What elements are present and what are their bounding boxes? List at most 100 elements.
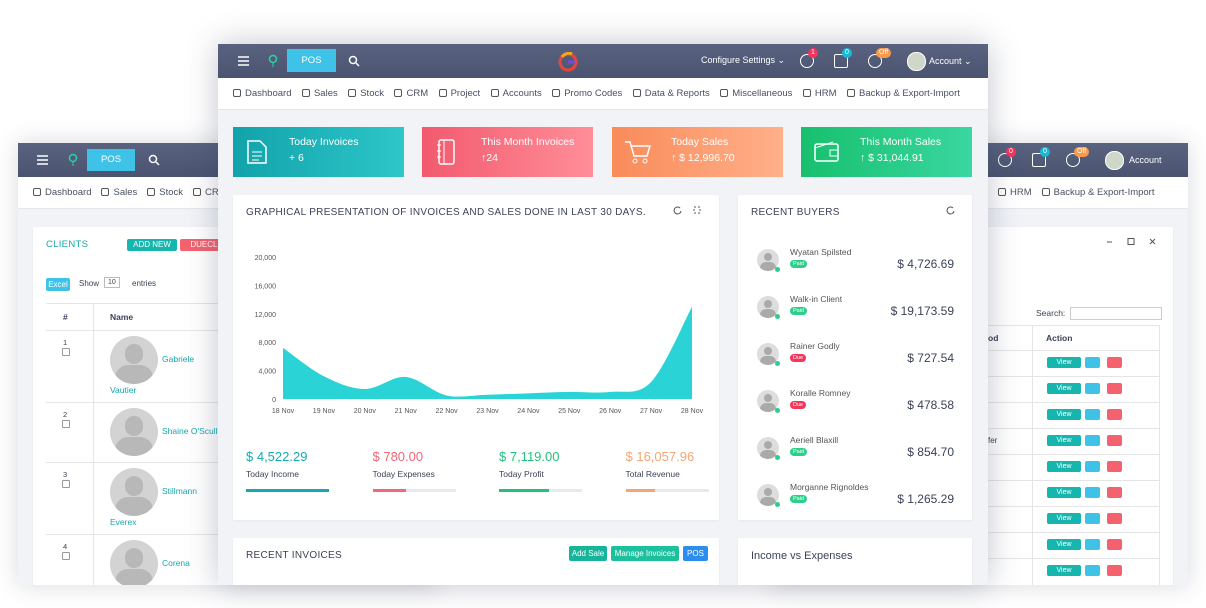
account-menu[interactable]: Account [1129,155,1162,165]
delete-button[interactable] [1107,409,1122,420]
nav-item[interactable]: Data & Reports [632,88,710,99]
search-input[interactable] [1070,307,1162,320]
delete-button[interactable] [1107,383,1122,394]
print-button[interactable] [1085,539,1100,550]
nav-item[interactable]: Stock [348,88,384,99]
view-button[interactable]: View [1047,383,1081,394]
nav-label[interactable]: Data & Reports [644,88,710,99]
nav-icon [233,89,241,97]
print-button[interactable] [1085,513,1100,524]
print-button[interactable] [1085,565,1100,576]
print-button[interactable] [1085,357,1100,368]
panel-button[interactable]: DUECLI [180,239,230,251]
excel-button[interactable]: Excel [46,278,70,291]
row-checkbox[interactable] [62,552,70,560]
delete-button[interactable] [1107,513,1122,524]
nav-label[interactable]: Backup & Export-Import [859,88,960,99]
clock-icon[interactable] [1066,153,1080,167]
nav-label[interactable]: Promo Codes [564,88,623,99]
panel-controls[interactable] [1105,237,1160,247]
delete-button[interactable] [1107,539,1122,550]
invoice-button[interactable]: Add Sale [569,546,607,561]
configure-label[interactable]: Configure Settings [701,55,776,65]
avatar[interactable] [907,52,926,71]
location-icon[interactable] [68,153,78,167]
delete-button[interactable] [1107,435,1122,446]
bell-icon[interactable] [800,54,814,68]
nav-label[interactable]: HRM [1010,187,1032,198]
nav-item[interactable]: Miscellaneous [720,88,792,99]
nav-label[interactable]: Dashboard [45,187,92,198]
pos-button[interactable]: POS [287,49,336,72]
nav-label[interactable]: Project [450,88,481,99]
row-checkbox[interactable] [62,480,70,488]
search-icon[interactable] [148,154,160,166]
nav-item[interactable]: CRM [394,88,428,99]
delete-button[interactable] [1107,565,1122,576]
nav-item[interactable]: Sales [101,187,137,198]
nav-item[interactable]: Backup & Export-Import [1041,187,1155,198]
search-icon[interactable] [348,55,360,67]
length-select[interactable]: 10 [104,277,120,288]
invoice-button[interactable]: Manage Invoices [611,546,679,561]
menu-icon[interactable] [237,55,251,67]
nav-label[interactable]: HRM [814,88,837,99]
nav-label[interactable]: Dashboard [245,88,292,99]
nav-item[interactable]: Promo Codes [552,88,622,99]
nav-label[interactable]: Accounts [502,88,542,99]
view-button[interactable]: View [1047,487,1081,498]
nav-item[interactable]: HRM [802,88,837,99]
menu-icon[interactable] [36,154,50,166]
refresh-icon[interactable] [946,205,956,215]
mail-icon[interactable] [1032,153,1046,167]
nav-label[interactable]: Stock [159,187,184,198]
avatar[interactable] [1105,151,1124,170]
nav-item[interactable]: Sales [301,88,338,99]
nav-label[interactable]: Sales [313,88,338,99]
nav-label[interactable]: CR [205,187,219,198]
configure-settings[interactable]: Configure Settings ⌄ [701,55,786,65]
nav-label[interactable]: Stock [360,88,384,99]
nav-item[interactable]: CR [193,187,219,198]
view-button[interactable]: View [1047,435,1081,446]
account-label[interactable]: Account [929,56,962,66]
delete-button[interactable] [1107,357,1122,368]
nav-label[interactable]: Miscellaneous [732,88,793,99]
nav-item[interactable]: Backup & Export-Import [847,88,960,99]
print-button[interactable] [1085,435,1100,446]
clock-icon[interactable] [868,54,882,68]
print-button[interactable] [1085,383,1100,394]
view-button[interactable]: View [1047,461,1081,472]
print-button[interactable] [1085,487,1100,498]
chart-controls[interactable] [673,205,703,215]
mail-icon[interactable] [834,54,848,68]
card-icon [247,140,267,164]
view-button[interactable]: View [1047,539,1081,550]
nav-label[interactable]: CRM [406,88,429,99]
view-button[interactable]: View [1047,565,1081,576]
nav-label[interactable]: Backup & Export-Import [1053,187,1155,198]
pos-button[interactable]: POS [87,149,135,171]
client-last-name: Vautier [110,385,137,395]
delete-button[interactable] [1107,461,1122,472]
delete-button[interactable] [1107,487,1122,498]
view-button[interactable]: View [1047,513,1081,524]
nav-item[interactable]: HRM [998,187,1032,198]
row-checkbox[interactable] [62,348,70,356]
nav-item[interactable]: Accounts [490,88,542,99]
nav-item[interactable]: Dashboard [233,88,291,99]
nav-item[interactable]: Project [438,88,481,99]
view-button[interactable]: View [1047,357,1081,368]
location-icon[interactable] [268,54,278,68]
nav-label[interactable]: Sales [113,187,138,198]
bell-icon[interactable] [998,153,1012,167]
nav-item[interactable]: Stock [147,187,183,198]
panel-button[interactable]: ADD NEW [127,239,177,251]
invoice-button[interactable]: POS [683,546,708,561]
print-button[interactable] [1085,409,1100,420]
row-checkbox[interactable] [62,420,70,428]
nav-item[interactable]: Dashboard [33,187,91,198]
account-menu[interactable]: Account ⌄ [929,56,972,66]
print-button[interactable] [1085,461,1100,472]
view-button[interactable]: View [1047,409,1081,420]
